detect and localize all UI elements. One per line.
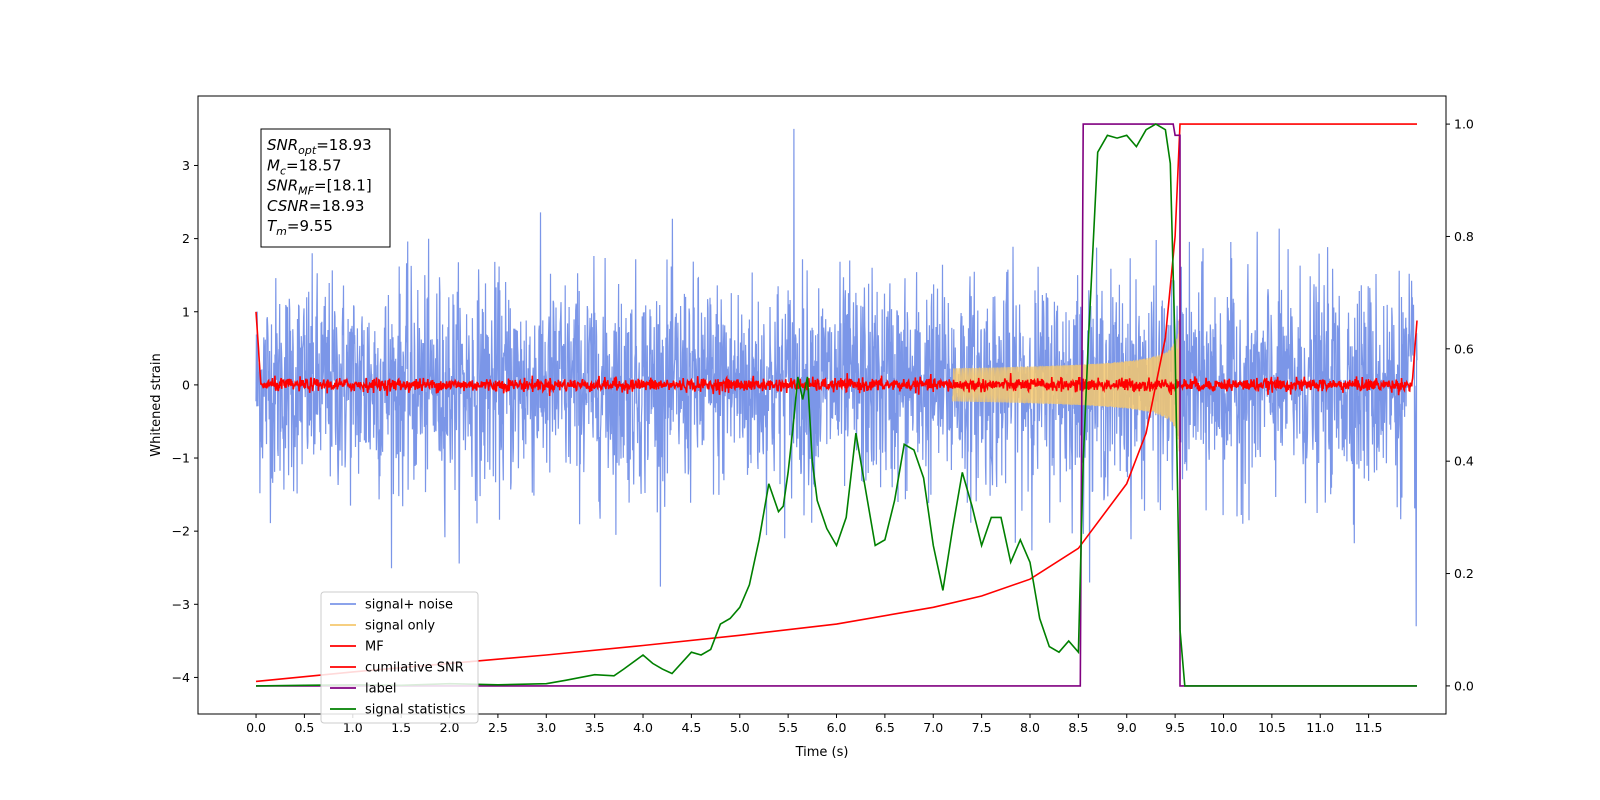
series-mf-line: [255, 311, 1418, 397]
y-tick-label-left: −4: [172, 670, 190, 685]
series-signal-noise-line: [255, 128, 1418, 627]
x-tick-label: 5.0: [730, 720, 750, 735]
x-tick-label: 4.5: [681, 720, 701, 735]
stats-line: Mc=18.57: [267, 156, 342, 177]
y-tick-label-left: 2: [182, 231, 190, 246]
x-tick-label: 8.5: [1068, 720, 1088, 735]
x-tick-label: 9.5: [1165, 720, 1185, 735]
y-axis-right: 1.0 0.8 0.6 0.4 0.2 0.0: [1446, 117, 1474, 693]
x-axis-label: Time (s): [795, 745, 849, 760]
x-tick-label: 5.5: [778, 720, 798, 735]
x-tick-label: 2.0: [440, 720, 460, 735]
legend-entry: MF: [365, 640, 384, 655]
stats-line: SNRopt=18.93: [267, 136, 372, 157]
y-tick-label-right: 0.2: [1454, 566, 1474, 581]
legend-frame: [320, 591, 479, 724]
x-tick-label: 11.0: [1306, 720, 1334, 735]
series-signal-statistics-line: [255, 123, 1417, 687]
x-tick-label: 2.5: [488, 720, 508, 735]
x-axis: 0.0 0.5 1.0 1.5 2.0 2.5 3.0 3.5 4.0 4.5 5.0 5.5 6.0 6…: [246, 714, 1383, 735]
legend-entry: label: [365, 682, 396, 697]
y-tick-label-left: −3: [172, 597, 190, 612]
x-tick-label: 7.0: [923, 720, 943, 735]
x-tick-label: 6.0: [827, 720, 847, 735]
x-tick-label: 11.5: [1355, 720, 1383, 735]
x-tick-label: 0.5: [294, 720, 314, 735]
stats-line: CSNR=18.93: [267, 197, 364, 215]
y-tick-label-left: 1: [182, 304, 190, 319]
x-tick-label: 3.0: [536, 720, 556, 735]
stats-line: Tm=9.55: [267, 217, 333, 238]
legend-entry: signal only: [365, 619, 435, 634]
x-tick-label: 10.5: [1258, 720, 1286, 735]
x-tick-label: 1.5: [391, 720, 411, 735]
y-tick-label-right: 1.0: [1454, 117, 1474, 132]
x-tick-label: 8.0: [1020, 720, 1040, 735]
x-tick-label: 10.0: [1210, 720, 1238, 735]
legend: signal+ noise signal only MF cumilative SNR…: [320, 591, 479, 724]
y-tick-label-right: 0.0: [1454, 678, 1474, 693]
x-tick-label: 3.5: [585, 720, 605, 735]
y-tick-label-right: 0.6: [1454, 341, 1474, 356]
x-tick-label: 7.5: [972, 720, 992, 735]
x-tick-label: 6.5: [875, 720, 895, 735]
y-axis-label: Whitened strain: [149, 353, 164, 456]
legend-entry: signal+ noise: [365, 598, 453, 613]
y-tick-label-left: −2: [172, 524, 190, 539]
y-tick-label-right: 0.8: [1454, 229, 1474, 244]
plot-area: [255, 123, 1418, 687]
y-tick-label-right: 0.4: [1454, 454, 1474, 469]
y-axis-left: 3 2 1 0 −1 −2 −3 −4: [172, 158, 198, 685]
x-tick-label: 1.0: [343, 720, 363, 735]
x-tick-label: 0.0: [246, 720, 266, 735]
stats-line: SNRMF=[18.1]: [267, 177, 372, 198]
series-cumulative-snr-line: [255, 123, 1417, 683]
stats-box-frame: [260, 128, 391, 248]
stats-box: SNRopt=18.93Mc=18.57SNRMF=[18.1]CSNR=18.…: [260, 128, 391, 248]
y-tick-label-left: 3: [182, 158, 190, 173]
legend-entry: signal statistics: [365, 703, 466, 718]
y-tick-label-left: 0: [182, 377, 190, 392]
x-tick-label: 4.0: [633, 720, 653, 735]
legend-entry: cumilative SNR: [365, 661, 464, 676]
y-tick-label-left: −1: [172, 451, 190, 466]
axes-frame: [197, 95, 1447, 715]
x-tick-label: 9.0: [1117, 720, 1137, 735]
